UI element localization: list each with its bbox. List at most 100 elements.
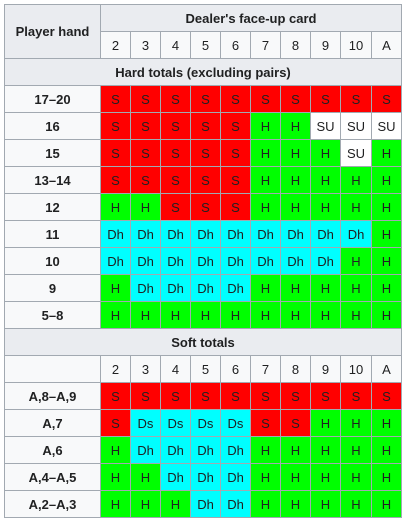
table-row: 9 H Dh Dh Dh Dh H H H H H	[4, 274, 402, 302]
action-cell: H	[340, 247, 372, 275]
dealer-card-3: 5	[190, 31, 221, 59]
player-hand-header: Player hand	[4, 4, 101, 59]
action-cell: S	[160, 166, 191, 194]
action-cell: Dh	[190, 220, 221, 248]
action-cell: Dh	[310, 220, 341, 248]
action-cell: S	[340, 85, 372, 113]
action-cell: H	[371, 193, 402, 221]
dealer-card-2: 4	[160, 31, 191, 59]
action-cell: Dh	[160, 274, 191, 302]
action-cell: H	[100, 301, 131, 329]
action-cell: H	[371, 220, 402, 248]
player-hand-cell: 10	[4, 247, 101, 275]
action-cell: H	[340, 463, 372, 491]
section-1-card-3: 5	[190, 355, 221, 383]
action-cell: Dh	[190, 436, 221, 464]
section-1-card-6: 8	[280, 355, 311, 383]
action-cell: H	[130, 193, 161, 221]
action-cell: H	[371, 490, 402, 518]
action-cell: H	[340, 274, 372, 302]
action-cell: H	[371, 463, 402, 491]
player-hand-cell: A,6	[4, 436, 101, 464]
action-cell: Ds	[160, 409, 191, 437]
action-cell: Dh	[310, 247, 341, 275]
table-row: 16 S S S S S H H SU SU SU	[4, 112, 402, 140]
action-cell: H	[371, 301, 402, 329]
action-cell: Dh	[190, 247, 221, 275]
action-cell: Dh	[220, 463, 251, 491]
action-cell: H	[340, 409, 372, 437]
action-cell: S	[220, 382, 251, 410]
action-cell: Dh	[130, 220, 161, 248]
action-cell: Ds	[190, 409, 221, 437]
action-cell: H	[250, 274, 281, 302]
action-cell: H	[100, 193, 131, 221]
action-cell: H	[371, 409, 402, 437]
action-cell: Dh	[100, 247, 131, 275]
action-cell: H	[280, 301, 311, 329]
player-hand-cell: 12	[4, 193, 101, 221]
action-cell: H	[280, 490, 311, 518]
dealer-card-6: 8	[280, 31, 311, 59]
dealer-card-8: 10	[340, 31, 372, 59]
table-row: A,6 H Dh Dh Dh Dh H H H H H	[4, 436, 402, 464]
action-cell: H	[280, 139, 311, 167]
action-cell: S	[100, 112, 131, 140]
action-cell: H	[280, 193, 311, 221]
action-cell: S	[160, 85, 191, 113]
action-cell: H	[280, 112, 311, 140]
action-cell: H	[250, 139, 281, 167]
action-cell: H	[130, 463, 161, 491]
dealer-card-5: 7	[250, 31, 281, 59]
section-1-card-2: 4	[160, 355, 191, 383]
action-cell: S	[280, 409, 311, 437]
action-cell: Ds	[220, 409, 251, 437]
action-cell: H	[310, 409, 341, 437]
action-cell: S	[190, 382, 221, 410]
action-cell: H	[190, 301, 221, 329]
dealer-card-7: 9	[310, 31, 341, 59]
action-cell: Dh	[160, 247, 191, 275]
action-cell: S	[220, 112, 251, 140]
action-cell: H	[310, 193, 341, 221]
table-row: A,4–A,5 H H Dh Dh Dh H H H H H	[4, 463, 402, 491]
action-cell: S	[250, 85, 281, 113]
action-cell: S	[130, 166, 161, 194]
action-cell: Dh	[160, 220, 191, 248]
action-cell: S	[220, 85, 251, 113]
table-row: A,7 S Ds Ds Ds Ds S S H H H	[4, 409, 402, 437]
action-cell: Dh	[220, 274, 251, 302]
action-cell: Dh	[160, 436, 191, 464]
action-cell: H	[100, 463, 131, 491]
action-cell: H	[280, 463, 311, 491]
action-cell: S	[130, 382, 161, 410]
action-cell: H	[130, 490, 161, 518]
action-cell: H	[310, 463, 341, 491]
table-row: A,8–A,9 S S S S S S S S S S	[4, 382, 402, 410]
action-cell: S	[100, 85, 131, 113]
action-cell: SU	[340, 139, 372, 167]
action-cell: Dh	[160, 463, 191, 491]
action-cell: H	[160, 301, 191, 329]
section-title-row: Soft totals	[4, 328, 402, 356]
action-cell: SU	[340, 112, 372, 140]
section-1-card-9: A	[371, 355, 402, 383]
action-cell: H	[340, 490, 372, 518]
action-cell: H	[220, 301, 251, 329]
action-cell: S	[310, 85, 341, 113]
action-cell: H	[371, 274, 402, 302]
action-cell: Dh	[250, 220, 281, 248]
action-cell: H	[340, 166, 372, 194]
action-cell: S	[160, 139, 191, 167]
action-cell: H	[280, 166, 311, 194]
action-cell: H	[100, 490, 131, 518]
action-cell: H	[160, 490, 191, 518]
player-hand-cell: 13–14	[4, 166, 101, 194]
action-cell: Dh	[100, 220, 131, 248]
action-cell: Dh	[190, 274, 221, 302]
table-row: 13–14 S S S S S H H H H H	[4, 166, 402, 194]
section-1-card-5: 7	[250, 355, 281, 383]
dealer-card-header: Dealer's face-up card	[100, 4, 402, 32]
action-cell: H	[250, 436, 281, 464]
